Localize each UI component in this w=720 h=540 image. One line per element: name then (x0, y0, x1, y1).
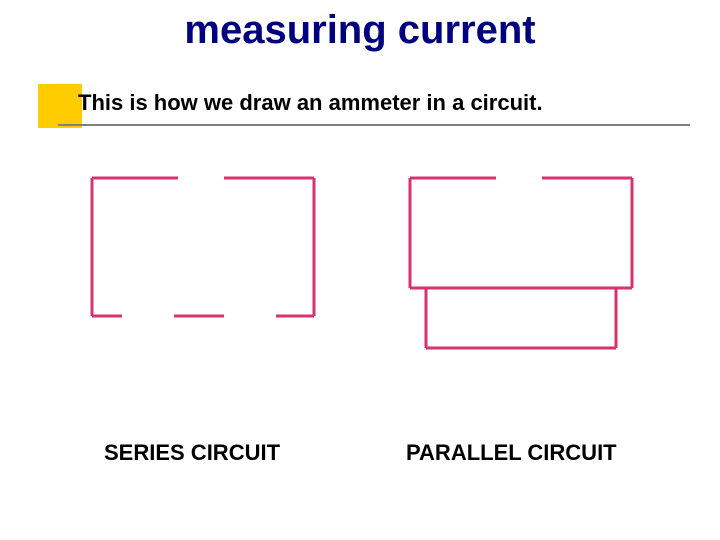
series-caption: SERIES CIRCUIT (104, 440, 280, 466)
page-subtitle: This is how we draw an ammeter in a circ… (78, 90, 543, 116)
horizontal-rule (58, 124, 690, 126)
page-title: measuring current (0, 8, 720, 53)
parallel-caption: PARALLEL CIRCUIT (406, 440, 617, 466)
accent-square (38, 84, 82, 128)
series-circuit-diagram (74, 170, 334, 350)
parallel-circuit-diagram (392, 170, 652, 370)
